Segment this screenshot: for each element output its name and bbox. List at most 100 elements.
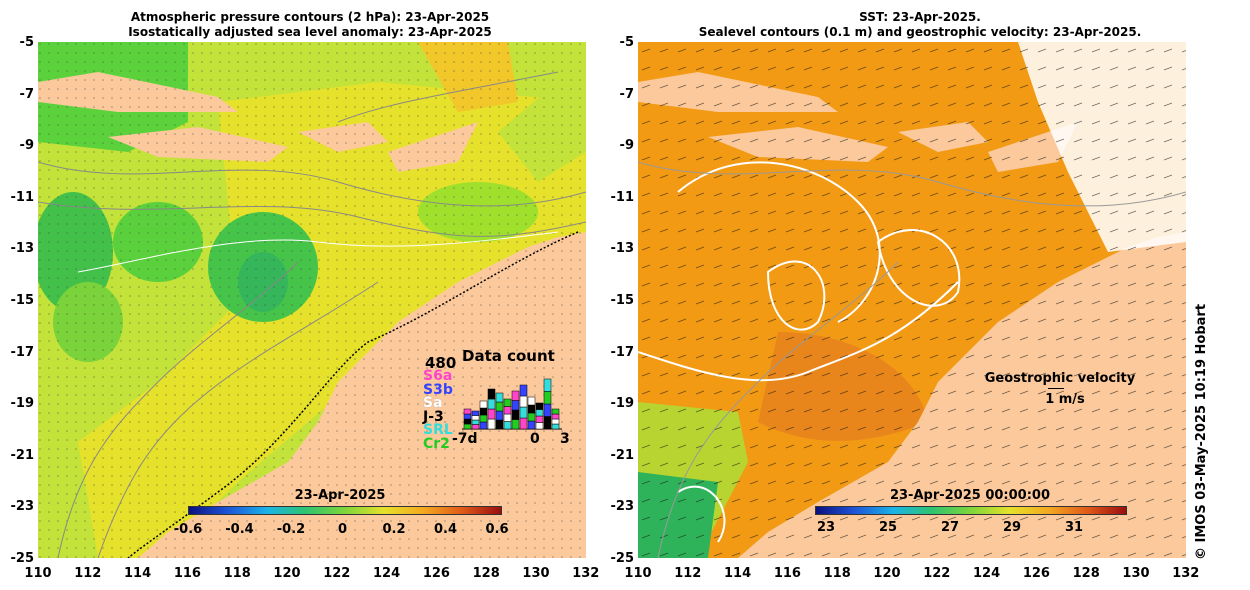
data-count-x-mid: 0 xyxy=(530,431,540,447)
left-title-line2: Isostatically adjusted sea level anomaly… xyxy=(128,25,492,39)
data-count-bar xyxy=(543,403,552,417)
x-tick-label: 114 xyxy=(124,566,152,581)
y-tick-label: -23 xyxy=(10,499,35,515)
data-count-chart xyxy=(462,378,562,430)
data-count-bar xyxy=(479,421,488,430)
y-tick-label: -13 xyxy=(610,241,635,257)
data-count-bar xyxy=(527,404,536,414)
y-tick-label: -21 xyxy=(610,447,635,463)
x-tick-label: 112 xyxy=(74,566,102,581)
data-count-bar xyxy=(535,409,544,417)
data-count-bar xyxy=(479,407,488,416)
data-count-bar xyxy=(495,410,504,421)
velocity-legend-label: Geostrophic velocity xyxy=(984,371,1136,386)
x-tick-label: 132 xyxy=(572,566,600,581)
right-title-line1: SST: 23-Apr-2025. xyxy=(859,10,981,24)
data-count-max: 480 xyxy=(425,354,457,372)
data-count-bar xyxy=(519,384,528,397)
left-colorbar-title: 23-Apr-2025 xyxy=(294,488,386,503)
y-tick-label: -23 xyxy=(610,499,635,515)
sst-map xyxy=(638,42,1186,558)
x-tick-label: 116 xyxy=(773,566,801,581)
data-count-bar xyxy=(527,420,536,430)
data-count-x-left: -7d xyxy=(452,431,478,447)
data-count-bar xyxy=(463,413,472,420)
x-tick-label: 114 xyxy=(724,566,752,581)
data-count-bar xyxy=(487,408,496,420)
x-tick-label: 124 xyxy=(973,566,1001,581)
colorbar-tick-label: 27 xyxy=(940,520,960,535)
data-count-bar xyxy=(495,401,504,412)
data-count-bar xyxy=(535,422,544,430)
bathymetry-contours xyxy=(38,71,586,558)
data-count-bar xyxy=(519,417,528,430)
data-count-bar xyxy=(487,398,496,410)
y-tick-label: -15 xyxy=(10,293,35,308)
mission-label: S3b xyxy=(423,381,453,398)
y-tick-label: -25 xyxy=(610,551,635,566)
x-tick-label: 128 xyxy=(1072,566,1100,581)
x-tick-label: 110 xyxy=(24,566,52,581)
data-count-bar xyxy=(527,412,536,422)
colorbar-tick-label: 23 xyxy=(816,520,836,535)
x-tick-label: 126 xyxy=(1022,566,1050,581)
pressure-dots xyxy=(38,42,586,558)
data-count-bar xyxy=(463,408,472,415)
y-tick-label: -7 xyxy=(19,86,34,102)
y-tick-label: -19 xyxy=(10,396,35,412)
data-count-bar xyxy=(471,419,480,425)
data-count-bar xyxy=(535,415,544,423)
colorbar-tick-label: 0.4 xyxy=(433,522,458,537)
y-tick-label: -21 xyxy=(10,447,35,463)
y-tick-label: -9 xyxy=(19,138,34,154)
data-count-bar xyxy=(487,388,496,400)
data-count-bar xyxy=(527,396,536,406)
data-count-bar xyxy=(487,418,496,430)
data-count-bar xyxy=(511,390,520,401)
data-count-bar xyxy=(511,409,520,420)
data-count-bar xyxy=(511,419,520,430)
mission-label: Cr2 xyxy=(423,435,450,452)
left-colorbar xyxy=(188,506,502,515)
mission-label: Sa xyxy=(423,395,443,411)
x-tick-label: 122 xyxy=(323,566,351,581)
colorbar-tick-label: 0.6 xyxy=(485,522,509,537)
data-count-bar xyxy=(503,398,512,407)
y-tick-label: -13 xyxy=(10,241,35,257)
data-count-bar xyxy=(503,421,512,430)
y-tick-label: -19 xyxy=(610,396,635,412)
data-count-bar xyxy=(551,418,560,425)
data-count-bar xyxy=(463,423,472,430)
data-count-bar xyxy=(519,395,528,408)
data-count-bar xyxy=(543,416,552,430)
x-tick-label: 122 xyxy=(923,566,951,581)
data-count-bar xyxy=(471,415,480,421)
data-count-bar xyxy=(551,408,560,415)
colorbar-tick-label: 0 xyxy=(337,522,348,537)
data-count-x-right: 3 xyxy=(560,431,570,447)
y-tick-label: -15 xyxy=(610,293,635,308)
data-count-bar xyxy=(495,419,504,430)
data-count-bar xyxy=(551,423,560,430)
x-tick-label: 130 xyxy=(522,566,550,581)
y-tick-label: -5 xyxy=(19,35,34,50)
x-tick-label: 124 xyxy=(373,566,401,581)
data-count-bar xyxy=(503,406,512,415)
x-tick-label: 128 xyxy=(472,566,500,581)
data-count-bar xyxy=(535,402,544,410)
y-tick-label: -17 xyxy=(610,344,635,360)
mission-label: S6a xyxy=(423,368,453,384)
data-count-bar xyxy=(511,400,520,411)
mission-label: SRL xyxy=(423,422,453,438)
x-tick-label: 120 xyxy=(273,566,301,581)
right-colorbar xyxy=(815,506,1127,515)
y-tick-label: -7 xyxy=(619,86,634,102)
x-tick-label: 120 xyxy=(873,566,901,581)
bathymetry-contours-sst xyxy=(638,161,1186,558)
colorbar-tick-label: -0.6 xyxy=(173,522,203,537)
x-tick-label: 112 xyxy=(674,566,702,581)
data-count-bar xyxy=(495,392,504,403)
x-tick-label: 110 xyxy=(624,566,652,581)
y-tick-label: -25 xyxy=(10,551,35,566)
right-map-title: SST: 23-Apr-2025. Sealevel contours (0.1… xyxy=(660,10,1180,40)
